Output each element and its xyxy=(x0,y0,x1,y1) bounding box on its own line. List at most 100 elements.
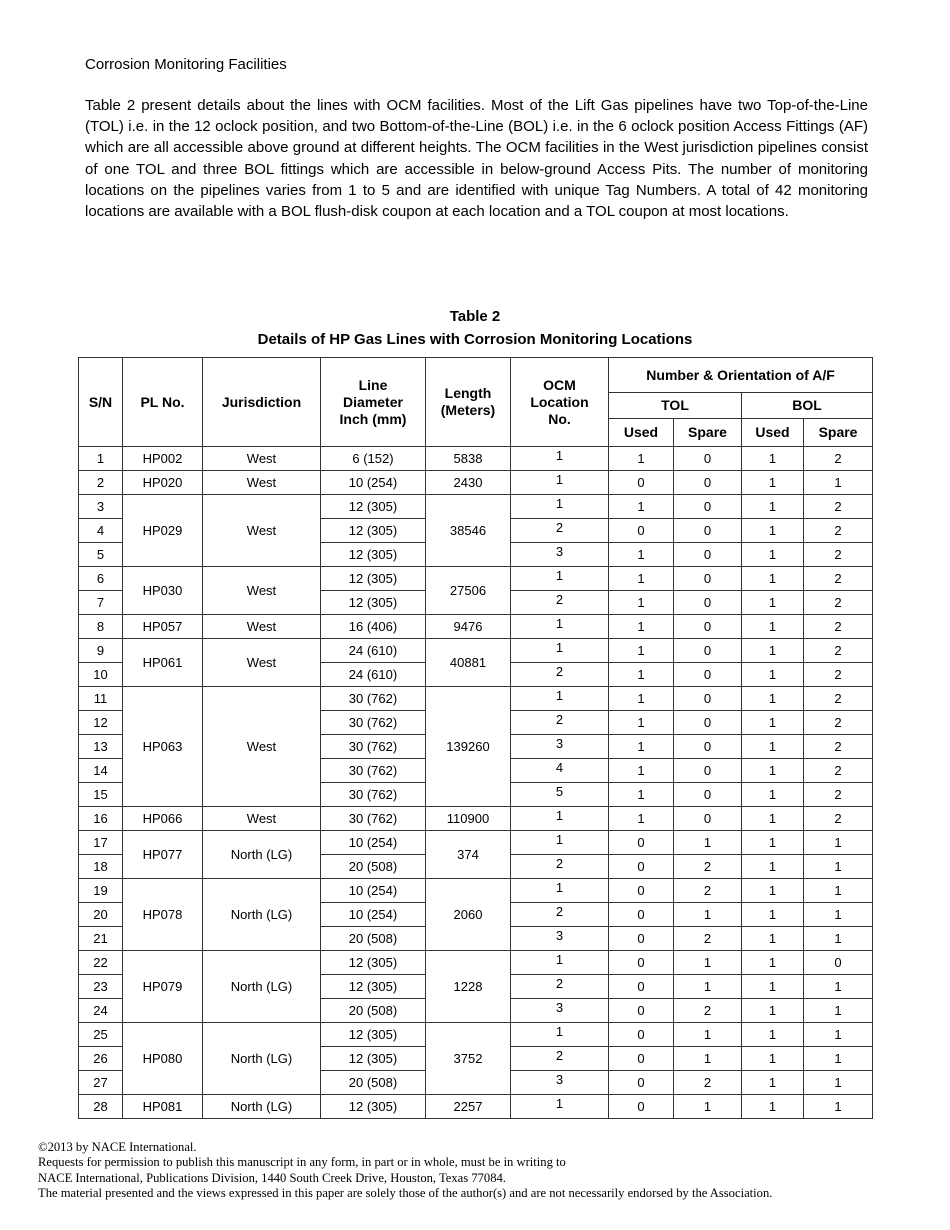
cell-bol-used: 1 xyxy=(741,1070,804,1095)
cell-diameter: 16 (406) xyxy=(320,614,426,639)
cell-pl-no: HP061 xyxy=(122,638,203,687)
cell-bol-used: 1 xyxy=(741,854,804,879)
cell-bol-spare: 2 xyxy=(802,710,874,735)
cell-tol-spare: 0 xyxy=(673,806,742,831)
cell-tol-used: 0 xyxy=(608,1070,674,1095)
col-header-tol-spare: Spare xyxy=(673,418,742,447)
cell-bol-used: 1 xyxy=(741,518,804,543)
cell-bol-used: 1 xyxy=(741,470,804,495)
cell-ocm-location: 4 xyxy=(510,758,609,783)
cell-ocm-location: 1 xyxy=(510,446,609,471)
cell-pl-no: HP079 xyxy=(122,950,203,1023)
cell-diameter: 12 (305) xyxy=(320,974,426,999)
cell-bol-used: 1 xyxy=(741,806,804,831)
cell-jurisdiction: West xyxy=(202,686,321,807)
table-row: 17 HP077 North (LG) 10 (254) 374 1 0 1 1 1 xyxy=(78,830,874,879)
cell-jurisdiction: West xyxy=(202,806,321,831)
cell-bol-spare: 2 xyxy=(802,518,874,543)
cell-tol-spare: 2 xyxy=(673,998,742,1023)
cell-bol-spare: 0 xyxy=(802,950,874,975)
cell-pl-no: HP057 xyxy=(122,614,203,639)
cell-bol-spare: 1 xyxy=(802,854,874,879)
cell-bol-used: 1 xyxy=(741,1094,804,1119)
table-row: 6 HP030 West 12 (305) 27506 1 1 0 1 2 xyxy=(78,566,874,615)
cell-sn: 6 xyxy=(78,566,123,591)
cell-tol-spare: 0 xyxy=(673,614,742,639)
cell-length: 1228 xyxy=(425,950,511,1023)
cell-jurisdiction: North (LG) xyxy=(202,878,321,951)
cell-tol-used: 1 xyxy=(608,542,674,567)
table-title-line2: Details of HP Gas Lines with Corrosion M… xyxy=(257,331,693,348)
cell-sn: 3 xyxy=(78,494,123,519)
cell-bol-spare: 1 xyxy=(802,974,874,999)
cell-sn: 17 xyxy=(78,830,123,855)
cell-sn: 26 xyxy=(78,1046,123,1071)
table-body: 1 HP002 West 6 (152) 5838 1 1 0 1 2 2 HP020 West 10 (… xyxy=(78,446,874,1119)
cell-pl-no: HP030 xyxy=(122,566,203,615)
cell-bol-used: 1 xyxy=(741,662,804,687)
cell-bol-used: 1 xyxy=(741,1022,804,1047)
cell-sn: 15 xyxy=(78,782,123,807)
cell-tol-spare: 0 xyxy=(673,758,742,783)
cell-sn: 22 xyxy=(78,950,123,975)
cell-ocm-location: 1 xyxy=(510,806,609,831)
cell-ocm-location: 2 xyxy=(510,518,609,543)
cell-tol-used: 0 xyxy=(608,998,674,1023)
cell-tol-used: 1 xyxy=(608,614,674,639)
cell-tol-used: 0 xyxy=(608,830,674,855)
table-row: 19 HP078 North (LG) 10 (254) 2060 1 0 2 1 1 xyxy=(78,878,874,951)
cell-tol-used: 1 xyxy=(608,806,674,831)
cell-bol-used: 1 xyxy=(741,950,804,975)
col-header-length: Length (Meters) xyxy=(425,357,511,447)
cell-tol-spare: 1 xyxy=(673,1046,742,1071)
cell-bol-used: 1 xyxy=(741,494,804,519)
cell-bol-spare: 2 xyxy=(802,446,874,471)
cell-bol-spare: 2 xyxy=(802,614,874,639)
cell-tol-used: 0 xyxy=(608,974,674,999)
table-row: 12 30 (762) 2 1 0 1 2 xyxy=(78,710,874,735)
cell-bol-used: 1 xyxy=(741,542,804,567)
table-row: 3 HP029 West 12 (305) 38546 1 1 0 1 2 xyxy=(78,494,874,567)
cell-jurisdiction: West xyxy=(202,494,321,567)
cell-tol-spare: 0 xyxy=(673,590,742,615)
cell-sn: 10 xyxy=(78,662,123,687)
col-header-jurisdiction: Jurisdiction xyxy=(202,357,321,447)
table-row: 5 12 (305) 3 1 0 1 2 xyxy=(78,542,874,567)
cell-length: 2257 xyxy=(425,1094,511,1119)
cell-ocm-location: 1 xyxy=(510,830,609,855)
cell-length: 3752 xyxy=(425,1022,511,1095)
cell-diameter: 6 (152) xyxy=(320,446,426,471)
table-row: 25 HP080 North (LG) 12 (305) 3752 1 0 1 1 1 xyxy=(78,1022,874,1095)
cell-diameter: 10 (254) xyxy=(320,878,426,903)
data-table: S/N PL No. Jurisdiction Line Diameter In… xyxy=(78,357,874,1119)
cell-tol-spare: 0 xyxy=(673,494,742,519)
footer-line-copyright: ©2013 by NACE International. xyxy=(38,1140,197,1154)
cell-diameter: 12 (305) xyxy=(320,566,426,591)
cell-tol-used: 1 xyxy=(608,686,674,711)
cell-length: 374 xyxy=(425,830,511,879)
cell-sn: 8 xyxy=(78,614,123,639)
cell-bol-used: 1 xyxy=(741,590,804,615)
col-header-bol-used: Used xyxy=(741,418,804,447)
table-row: 24 20 (508) 3 0 2 1 1 xyxy=(78,998,874,1023)
table-row: 20 10 (254) 2 0 1 1 1 xyxy=(78,902,874,927)
table-row: 21 20 (508) 3 0 2 1 1 xyxy=(78,926,874,951)
cell-bol-used: 1 xyxy=(741,614,804,639)
cell-sn: 28 xyxy=(78,1094,123,1119)
footer-line-permission: Requests for permission to publish this … xyxy=(38,1155,566,1170)
cell-jurisdiction: North (LG) xyxy=(202,830,321,879)
cell-sn: 25 xyxy=(78,1022,123,1047)
cell-sn: 2 xyxy=(78,470,123,495)
table-row: 13 30 (762) 3 1 0 1 2 xyxy=(78,734,874,759)
cell-ocm-location: 2 xyxy=(510,710,609,735)
cell-diameter: 10 (254) xyxy=(320,830,426,855)
cell-tol-spare: 2 xyxy=(673,854,742,879)
table-row: 22 HP079 North (LG) 12 (305) 1228 1 0 1 1 0 xyxy=(78,950,874,1023)
cell-pl-no: HP029 xyxy=(122,494,203,567)
table-header: S/N PL No. Jurisdiction Line Diameter In… xyxy=(78,357,874,447)
cell-bol-used: 1 xyxy=(741,734,804,759)
cell-sn: 23 xyxy=(78,974,123,999)
table-row: 11 HP063 West 30 (762) 139260 1 1 0 1 2 xyxy=(78,686,874,807)
cell-diameter: 12 (305) xyxy=(320,1022,426,1047)
cell-tol-used: 1 xyxy=(608,590,674,615)
